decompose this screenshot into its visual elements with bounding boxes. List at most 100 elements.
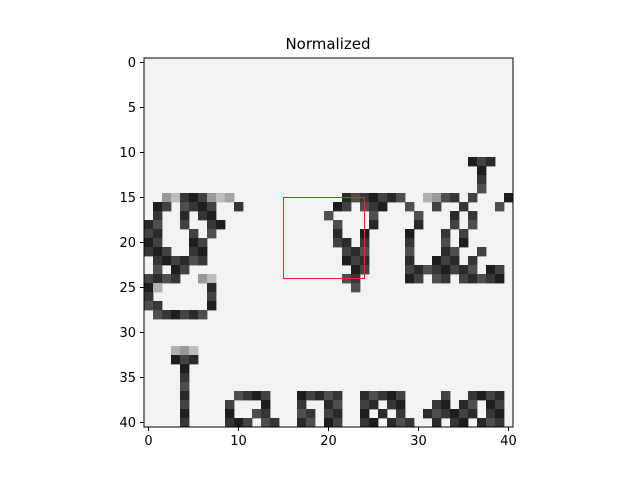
pixel-cell [162, 202, 172, 212]
y-tick-label: 25 [119, 281, 136, 296]
pixel-cell [495, 265, 505, 275]
pixel-cell [495, 400, 505, 410]
pixel-cell [198, 211, 208, 221]
pixel-cell [180, 382, 190, 392]
pixel-cell [459, 409, 469, 419]
pixel-cell [405, 274, 415, 284]
pixel-cell [333, 409, 343, 419]
pixel-cell [378, 391, 388, 401]
y-tick-label: 40 [119, 416, 136, 431]
pixel-cell [486, 400, 496, 410]
pixel-cell [378, 409, 388, 419]
pixel-cell [432, 256, 442, 266]
pixel-cell [198, 238, 208, 248]
pixel-cell [207, 220, 217, 230]
y-tick-label: 15 [119, 191, 136, 206]
pixel-cell [441, 274, 451, 284]
pixel-cell [333, 238, 343, 248]
pixel-cell [234, 391, 244, 401]
pixel-cell [369, 202, 379, 212]
pixel-cell [405, 229, 415, 239]
pixel-cell [180, 202, 190, 212]
pixel-cell [324, 418, 334, 428]
pixel-cell [324, 409, 334, 419]
pixel-cell [477, 247, 487, 257]
pixel-cell [432, 265, 442, 275]
pixel-cell [450, 193, 460, 203]
pixel-cell [414, 265, 424, 275]
pixel-cell [333, 229, 343, 239]
pixel-cell [243, 418, 253, 428]
pixel-cell [153, 220, 163, 230]
pixel-cell [153, 256, 163, 266]
pixel-cell [189, 247, 199, 257]
pixel-cell [351, 256, 361, 266]
pixel-cell [459, 400, 469, 410]
pixel-cell [189, 238, 199, 248]
pixel-cell [261, 418, 271, 428]
pixel-cell [180, 355, 190, 365]
pixel-cell [162, 274, 172, 284]
pixel-cell [486, 409, 496, 419]
pixel-cell [198, 310, 208, 320]
pixel-cell [441, 238, 451, 248]
pixel-cell [414, 211, 424, 221]
pixel-cell [387, 193, 397, 203]
pixel-cell [387, 418, 397, 428]
pixel-cell [441, 229, 451, 239]
pixel-cell [297, 400, 307, 410]
pixel-cell [198, 202, 208, 212]
pixel-cell [486, 265, 496, 275]
pixel-cell [207, 193, 217, 203]
pixel-cell [216, 220, 226, 230]
chart-title: Normalized [285, 35, 370, 53]
pixel-cell [297, 418, 307, 428]
pixel-cell [162, 310, 172, 320]
pixel-cell [477, 157, 487, 167]
pixel-cell [369, 220, 379, 230]
pixel-cell [270, 418, 280, 428]
x-tick-label: 0 [144, 434, 152, 449]
pixel-cell [468, 157, 478, 167]
pixel-cell [306, 391, 316, 401]
pixel-cell [189, 355, 199, 365]
pixel-cell [144, 283, 154, 293]
pixel-cell [477, 166, 487, 176]
pixel-cell [198, 247, 208, 257]
pixel-cell [189, 346, 199, 356]
pixel-cell [207, 229, 217, 239]
pixel-cell [162, 193, 172, 203]
highlight-box [283, 197, 365, 279]
pixel-cell [405, 238, 415, 248]
pixel-cell [261, 409, 271, 419]
pixel-cell [180, 220, 190, 230]
pixel-cell [252, 409, 262, 419]
pixel-cell [396, 193, 406, 203]
pixel-cell [450, 211, 460, 221]
pixel-cell [351, 247, 361, 257]
pixel-cell [486, 157, 496, 167]
pixel-cell [378, 193, 388, 203]
pixel-cell [261, 391, 271, 401]
pixel-cell [198, 274, 208, 284]
pixel-cell [144, 220, 154, 230]
pixel-cell [405, 265, 415, 275]
pixel-cell [423, 409, 433, 419]
pixel-cell [171, 310, 181, 320]
pixel-cell [441, 400, 451, 410]
pixel-cell [468, 265, 478, 275]
pixel-cell [144, 274, 154, 284]
pixel-cell [477, 418, 487, 428]
pixel-cell [396, 418, 406, 428]
pixel-cell [441, 265, 451, 275]
pixel-cell [153, 301, 163, 311]
pixel-cell [414, 274, 424, 284]
x-tick-label: 30 [410, 434, 427, 449]
pixel-cell [486, 418, 496, 428]
pixel-cell [180, 211, 190, 221]
pixel-cell [198, 193, 208, 203]
pixel-cell [441, 256, 451, 266]
pixel-cell [180, 400, 190, 410]
pixel-cell [450, 418, 460, 428]
pixel-cell [171, 355, 181, 365]
